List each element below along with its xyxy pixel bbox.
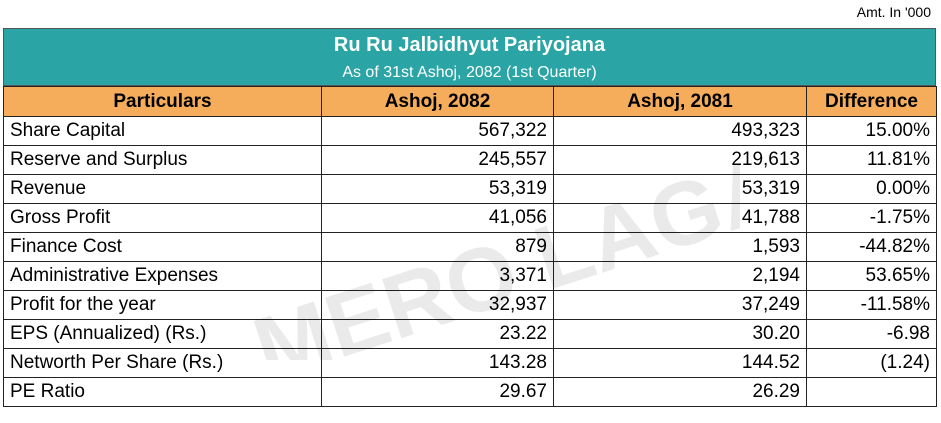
col-header-particulars: Particulars [3, 86, 322, 117]
row-label: Finance Cost [3, 232, 322, 262]
value-difference [806, 377, 937, 407]
table-row: Profit for the year 32,937 37,249 -11.58% [3, 290, 937, 320]
row-label: Revenue [3, 174, 322, 204]
table-row: Revenue 53,319 53,319 0.00% [3, 174, 937, 204]
table-row: Reserve and Surplus 245,557 219,613 11.81% [3, 145, 937, 175]
value-ashoj-2081: 30.20 [553, 319, 807, 349]
value-ashoj-2082: 32,937 [321, 290, 554, 320]
value-ashoj-2081: 37,249 [553, 290, 807, 320]
value-ashoj-2081: 219,613 [553, 145, 807, 175]
value-difference: -6.98 [806, 319, 937, 349]
row-label: Administrative Expenses [3, 261, 322, 291]
table-row: Administrative Expenses 3,371 2,194 53.65% [3, 261, 937, 291]
col-header-difference: Difference [806, 86, 937, 117]
table-row: Finance Cost 879 1,593 -44.82% [3, 232, 937, 262]
value-difference: -44.82% [806, 232, 937, 262]
value-ashoj-2082: 879 [321, 232, 554, 262]
financial-comparison-table: Particulars Ashoj, 2082 Ashoj, 2081 Diff… [3, 86, 937, 407]
value-ashoj-2081: 144.52 [553, 348, 807, 378]
table-row: Gross Profit 41,056 41,788 -1.75% [3, 203, 937, 233]
row-label: Profit for the year [3, 290, 322, 320]
value-ashoj-2082: 3,371 [321, 261, 554, 291]
value-ashoj-2082: 23.22 [321, 319, 554, 349]
value-difference: 15.00% [806, 116, 937, 146]
value-ashoj-2081: 53,319 [553, 174, 807, 204]
value-difference: (1.24) [806, 348, 937, 378]
row-label: Share Capital [3, 116, 322, 146]
value-difference: -11.58% [806, 290, 937, 320]
col-header-ashoj-2082: Ashoj, 2082 [321, 86, 554, 117]
row-label: EPS (Annualized) (Rs.) [3, 319, 322, 349]
value-ashoj-2081: 2,194 [553, 261, 807, 291]
table-title: Ru Ru Jalbidhyut Pariyojana [3, 28, 936, 62]
value-ashoj-2082: 29.67 [321, 377, 554, 407]
row-label: Networth Per Share (Rs.) [3, 348, 322, 378]
table-row: Networth Per Share (Rs.) 143.28 144.52 (1.2… [3, 348, 937, 378]
table-row: Share Capital 567,322 493,323 15.00% [3, 116, 937, 146]
row-label: PE Ratio [3, 377, 322, 407]
value-difference: 0.00% [806, 174, 937, 204]
value-ashoj-2081: 26.29 [553, 377, 807, 407]
value-difference: 53.65% [806, 261, 937, 291]
table-header-row: Particulars Ashoj, 2082 Ashoj, 2081 Diff… [3, 86, 937, 117]
value-ashoj-2082: 143.28 [321, 348, 554, 378]
amount-unit-note: Amt. In '000 [856, 4, 931, 20]
value-difference: -1.75% [806, 203, 937, 233]
value-ashoj-2082: 53,319 [321, 174, 554, 204]
table-subtitle: As of 31st Ashoj, 2082 (1st Quarter) [3, 61, 936, 86]
value-difference: 11.81% [806, 145, 937, 175]
row-label: Gross Profit [3, 203, 322, 233]
value-ashoj-2082: 245,557 [321, 145, 554, 175]
row-label: Reserve and Surplus [3, 145, 322, 175]
col-header-ashoj-2081: Ashoj, 2081 [553, 86, 807, 117]
table-row: EPS (Annualized) (Rs.) 23.22 30.20 -6.98 [3, 319, 937, 349]
value-ashoj-2082: 567,322 [321, 116, 554, 146]
value-ashoj-2081: 1,593 [553, 232, 807, 262]
value-ashoj-2081: 41,788 [553, 203, 807, 233]
value-ashoj-2082: 41,056 [321, 203, 554, 233]
table-row: PE Ratio 29.67 26.29 [3, 377, 937, 407]
value-ashoj-2081: 493,323 [553, 116, 807, 146]
